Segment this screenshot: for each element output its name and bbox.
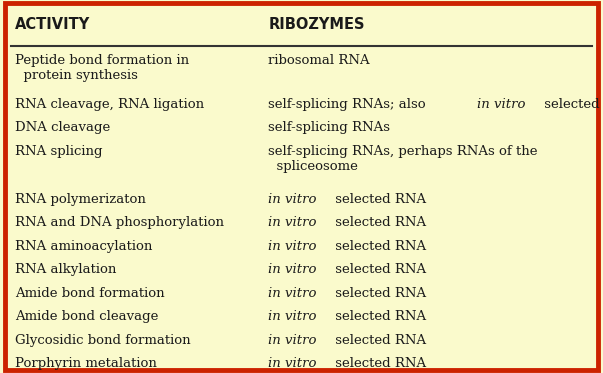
Text: RIBOZYMES: RIBOZYMES [268, 17, 365, 32]
Text: in vitro: in vitro [268, 334, 317, 347]
Text: selected RNA: selected RNA [331, 216, 426, 229]
Text: RNA alkylation: RNA alkylation [15, 263, 116, 276]
Text: RNA splicing: RNA splicing [15, 145, 103, 157]
Text: selected RNA: selected RNA [331, 193, 426, 206]
Text: self-splicing RNAs: self-splicing RNAs [268, 121, 390, 134]
Text: RNA polymerizaton: RNA polymerizaton [15, 193, 146, 206]
Text: in vitro: in vitro [477, 98, 526, 110]
Text: Amide bond formation: Amide bond formation [15, 287, 165, 300]
Text: selected RNA: selected RNA [331, 240, 426, 253]
Text: selected RNA: selected RNA [540, 98, 603, 110]
Text: selected RNA: selected RNA [331, 357, 426, 370]
Text: RNA and DNA phosphorylation: RNA and DNA phosphorylation [15, 216, 224, 229]
Text: in vitro: in vitro [268, 193, 317, 206]
Text: Amide bond cleavage: Amide bond cleavage [15, 310, 159, 323]
Text: Porphyrin metalation: Porphyrin metalation [15, 357, 157, 370]
Text: in vitro: in vitro [268, 310, 317, 323]
Text: in vitro: in vitro [268, 287, 317, 300]
Text: in vitro: in vitro [268, 263, 317, 276]
Text: selected RNA: selected RNA [331, 334, 426, 347]
Text: in vitro: in vitro [268, 357, 317, 370]
Text: self-splicing RNAs, perhaps RNAs of the
  spliceosome: self-splicing RNAs, perhaps RNAs of the … [268, 145, 538, 173]
Text: Peptide bond formation in
  protein synthesis: Peptide bond formation in protein synthe… [15, 54, 189, 82]
Text: Glycosidic bond formation: Glycosidic bond formation [15, 334, 191, 347]
Text: selected RNA: selected RNA [331, 263, 426, 276]
Text: RNA cleavage, RNA ligation: RNA cleavage, RNA ligation [15, 98, 204, 110]
Text: in vitro: in vitro [268, 240, 317, 253]
Text: self-splicing RNAs; also: self-splicing RNAs; also [268, 98, 430, 110]
Text: in vitro: in vitro [268, 216, 317, 229]
Text: ACTIVITY: ACTIVITY [15, 17, 90, 32]
Text: selected RNA: selected RNA [331, 287, 426, 300]
Text: selected RNA: selected RNA [331, 310, 426, 323]
Text: DNA cleavage: DNA cleavage [15, 121, 110, 134]
Text: ribosomal RNA: ribosomal RNA [268, 54, 370, 67]
Text: RNA aminoacylation: RNA aminoacylation [15, 240, 153, 253]
